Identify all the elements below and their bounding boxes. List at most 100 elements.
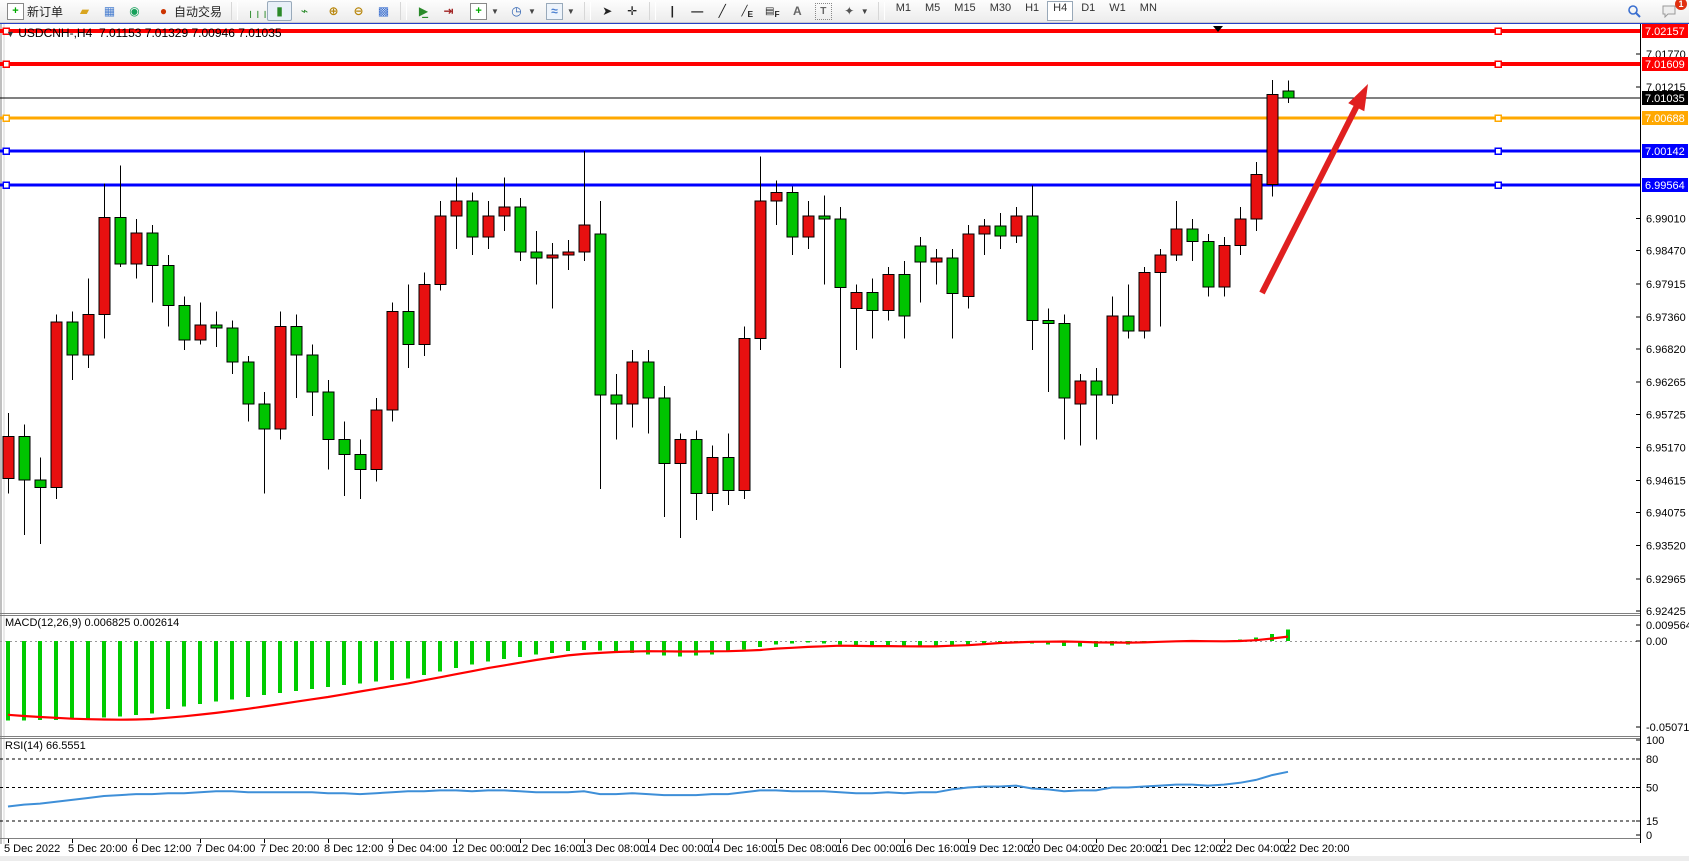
auto-trading-label: 自动交易 [174, 4, 223, 19]
timeframe-m30-button[interactable]: M30 [989, 2, 1012, 14]
chat-bubble-icon [1661, 4, 1676, 19]
toolbar: + 新订单 ▰ ▦ ◉ ● 自动交易 ╷╷╷ ▮ ⌁ [0, 0, 1689, 23]
bar-chart-icon: ╷╷╷ [247, 3, 269, 18]
template-icon: ≈ [545, 2, 563, 20]
macd-tick-label: 0.00 [1646, 636, 1667, 648]
timeframe-w1-button[interactable]: W1 [1109, 2, 1126, 14]
notification-badge: 1 [1675, 0, 1687, 10]
notifications-button[interactable]: 1 [1656, 0, 1687, 21]
window-border [0, 22, 1689, 24]
price-line-badge: 7.00142 [1645, 146, 1685, 158]
timeframe-m5-button[interactable]: M5 [925, 2, 941, 14]
toolbar-separator [400, 2, 408, 20]
add-indicator-icon: + [470, 2, 488, 20]
auto-scroll-button[interactable]: ▶̲ [411, 1, 436, 21]
equidistant-channel-tool[interactable]: ╱E [735, 1, 760, 21]
date-tick-label: 21 Dec 12:00 [1156, 843, 1221, 855]
new-order-button[interactable]: + 新订单 [2, 1, 68, 21]
template-button[interactable]: ≈ ▼ [541, 1, 580, 21]
rsi-tick-label: 0 [1646, 830, 1652, 842]
date-tick-label: 7 Dec 04:00 [196, 843, 255, 855]
price-line-badge: 7.01609 [1645, 59, 1685, 71]
vertical-line-icon: | [670, 3, 674, 18]
date-tick-label: 16 Dec 16:00 [900, 843, 965, 855]
toolbar-separator [583, 2, 591, 20]
text-label-icon: T [814, 2, 832, 20]
rsi-tick-label: 100 [1646, 735, 1664, 747]
add-indicator-button[interactable]: + ▼ [465, 1, 504, 21]
price-tick-label: 6.96820 [1646, 344, 1686, 356]
timeframe-h1-button[interactable]: H1 [1025, 2, 1040, 14]
cursor-tool-button[interactable]: ➤ [595, 1, 620, 21]
auto-trading-button[interactable]: ● 自动交易 [151, 1, 227, 21]
price-tick-label: 6.98470 [1646, 246, 1686, 258]
tile-windows-icon: ▩ [377, 3, 390, 18]
trendline-icon: ╱ [718, 3, 726, 18]
rsi-tick-label: 80 [1646, 754, 1658, 766]
date-tick-label: 16 Dec 00:00 [836, 843, 901, 855]
deposit-button[interactable]: ▰ [72, 1, 97, 21]
gold-ingot-icon: ▰ [79, 3, 90, 18]
zoom-in-button[interactable]: ⊕ [321, 1, 346, 21]
arrows-icon: ✦ [844, 3, 855, 18]
toolbar-separator [648, 2, 656, 20]
price-line-badge: 7.00688 [1645, 113, 1685, 125]
dropdown-caret-icon: ▼ [860, 6, 869, 16]
period-button[interactable]: ◷ ▼ [504, 1, 541, 21]
crosshair-tool-button[interactable]: ✛ [620, 1, 645, 21]
date-tick-label: 14 Dec 00:00 [644, 843, 709, 855]
timeframe-d1-button[interactable]: D1 [1081, 2, 1096, 14]
vertical-line-tool[interactable]: | [660, 1, 685, 21]
timeframe-group: M1 M5 M15 M30 H1 H4 D1 W1 MN [887, 0, 1166, 22]
charts-window-button[interactable]: ▦ [97, 1, 122, 21]
new-order-label: 新订单 [27, 4, 64, 19]
dropdown-caret-icon: ▼ [491, 6, 499, 16]
trendline-tool[interactable]: ╱ [710, 1, 735, 21]
price-tick-label: 6.96265 [1646, 377, 1686, 389]
fibonacci-tool[interactable]: ▤F [760, 1, 785, 21]
search-button[interactable] [1621, 1, 1646, 21]
date-tick-label: 22 Dec 04:00 [1220, 843, 1285, 855]
date-tick-label: 20 Dec 20:00 [1092, 843, 1157, 855]
timeframe-m15-button[interactable]: M15 [954, 2, 976, 14]
text-tool-icon: A [792, 3, 802, 18]
timeframe-mn-button[interactable]: MN [1139, 2, 1157, 14]
candlestick-icon: ▮ [276, 3, 283, 18]
horizontal-line-tool[interactable]: — [685, 1, 710, 21]
chart-shift-icon: ⇥ [443, 3, 454, 18]
date-tick-label: 19 Dec 12:00 [964, 843, 1029, 855]
bar-chart-button[interactable]: ╷╷╷ [242, 1, 269, 21]
zoom-out-button[interactable]: ⊖ [346, 1, 371, 21]
date-tick-label: 5 Dec 20:00 [68, 843, 127, 855]
rsi-tick-label: 50 [1646, 783, 1658, 795]
macd-tick-label: 0.009564 [1646, 620, 1689, 632]
line-chart-button[interactable]: ⌁ [292, 1, 317, 21]
price-tick-label: 6.94615 [1646, 475, 1686, 487]
price-tick-label: 6.92425 [1646, 606, 1686, 618]
timeframe-h4-button[interactable]: H4 [1047, 1, 1074, 21]
text-tool[interactable]: A [785, 1, 810, 21]
date-tick-label: 13 Dec 08:00 [580, 843, 645, 855]
tile-windows-button[interactable]: ▩ [371, 1, 396, 21]
price-tick-label: 6.95170 [1646, 442, 1686, 454]
price-tick-label: 6.93520 [1646, 541, 1686, 553]
timeframe-m1-button[interactable]: M1 [895, 2, 911, 14]
chart-window-icon: ▦ [103, 3, 116, 18]
fibonacci-icon: ▤F [765, 5, 780, 19]
text-label-tool[interactable]: T [810, 1, 837, 21]
price-tick-label: 6.99010 [1646, 213, 1686, 225]
candlestick-chart-button[interactable]: ▮ [267, 1, 293, 21]
signal-icon: ◉ [129, 3, 140, 18]
date-tick-label: 12 Dec 00:00 [452, 843, 517, 855]
price-tick-label: 6.92965 [1646, 574, 1686, 586]
signals-button[interactable]: ◉ [122, 1, 147, 21]
date-tick-label: 14 Dec 16:00 [708, 843, 773, 855]
arrows-tool[interactable]: ✦ ▼ [837, 1, 874, 21]
chart-shift-button[interactable]: ⇥ [436, 1, 461, 21]
rsi-tick-label: 15 [1646, 816, 1658, 828]
date-tick-label: 5 Dec 2022 [4, 843, 60, 855]
date-tick-label: 7 Dec 20:00 [260, 843, 319, 855]
